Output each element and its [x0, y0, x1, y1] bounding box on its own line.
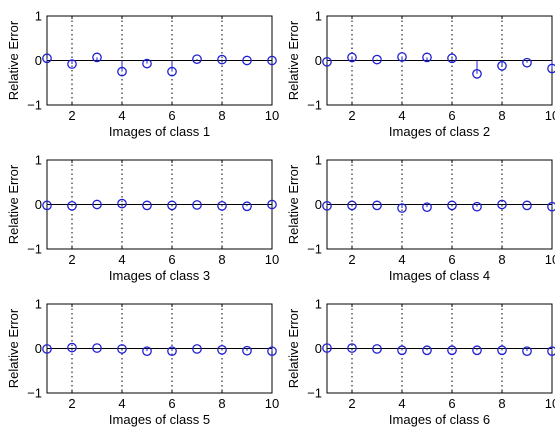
- y-tick-label: −1: [27, 98, 42, 113]
- x-tick-label: 8: [498, 252, 505, 267]
- y-tick-label: 0: [315, 341, 322, 356]
- x-tick-label: 10: [265, 396, 279, 411]
- x-axis-label: Images of class 1: [109, 124, 210, 139]
- subplot-3: 2 4 6 8 10 −1 0 1 Images of class 3 Relative Erro…: [6, 153, 279, 284]
- x-tick-label: 2: [348, 108, 355, 123]
- subplot-4: 2 4 6 8 10 −1 0 1 Images of class 4 Relative Erro…: [286, 153, 555, 284]
- y-tick-label: −1: [307, 242, 322, 257]
- y-axis-label: Relative Error: [6, 164, 21, 244]
- x-axis-label: Images of class 3: [109, 268, 210, 283]
- y-tick-label: 0: [35, 341, 42, 356]
- y-tick-label: 1: [35, 9, 42, 24]
- subplot-5: 2 4 6 8 10 −1 0 1 Images of class 5 Relative Erro…: [6, 297, 279, 428]
- y-tick-label: 1: [35, 153, 42, 168]
- x-tick-label: 6: [448, 396, 455, 411]
- y-tick-label: −1: [307, 386, 322, 401]
- x-tick-label: 6: [168, 396, 175, 411]
- y-tick-label: −1: [27, 386, 42, 401]
- data-point: [548, 203, 555, 211]
- y-tick-label: 0: [35, 53, 42, 68]
- x-tick-label: 2: [68, 108, 75, 123]
- x-tick-label: 10: [265, 108, 279, 123]
- y-tick-label: −1: [27, 242, 42, 257]
- x-axis-label: Images of class 6: [389, 412, 490, 427]
- x-tick-label: 4: [398, 108, 405, 123]
- y-tick-label: −1: [307, 98, 322, 113]
- x-tick-label: 4: [118, 108, 125, 123]
- x-tick-label: 4: [398, 396, 405, 411]
- x-tick-label: 8: [218, 252, 225, 267]
- x-tick-label: 2: [348, 396, 355, 411]
- y-tick-label: 1: [35, 297, 42, 312]
- subplot-2: 2 4 6 8 10 −1 0 1 Images of class 2 Relative Erro…: [286, 9, 555, 140]
- x-tick-label: 8: [498, 396, 505, 411]
- x-tick-label: 10: [545, 252, 555, 267]
- x-tick-label: 4: [398, 252, 405, 267]
- y-tick-label: 1: [315, 297, 322, 312]
- y-tick-label: 0: [35, 197, 42, 212]
- x-axis-label: Images of class 5: [109, 412, 210, 427]
- x-tick-label: 10: [545, 108, 555, 123]
- y-axis-label: Relative Error: [286, 20, 301, 100]
- data-point: [548, 64, 555, 72]
- y-axis-label: Relative Error: [286, 164, 301, 244]
- y-axis-label: Relative Error: [286, 308, 301, 388]
- subplot-6: 2 4 6 8 10 −1 0 1 Images of class 6 Relative Erro…: [286, 297, 555, 428]
- x-tick-label: 6: [448, 252, 455, 267]
- x-tick-label: 10: [545, 396, 555, 411]
- y-axis-label: Relative Error: [6, 308, 21, 388]
- x-tick-label: 6: [168, 252, 175, 267]
- y-tick-label: 1: [315, 153, 322, 168]
- x-tick-label: 2: [348, 252, 355, 267]
- x-axis-label: Images of class 2: [389, 124, 490, 139]
- x-tick-label: 4: [118, 396, 125, 411]
- y-tick-label: 1: [315, 9, 322, 24]
- x-tick-label: 4: [118, 252, 125, 267]
- subplot-1: 2 4 6 8 10 −1 0 1 Images of class 1 Relative Erro…: [6, 9, 279, 140]
- y-tick-label: 0: [315, 197, 322, 212]
- x-tick-label: 8: [498, 108, 505, 123]
- x-tick-label: 2: [68, 252, 75, 267]
- y-axis-label: Relative Error: [6, 20, 21, 100]
- x-tick-label: 6: [448, 108, 455, 123]
- x-tick-label: 10: [265, 252, 279, 267]
- x-tick-label: 8: [218, 108, 225, 123]
- y-tick-label: 0: [315, 53, 322, 68]
- x-tick-label: 8: [218, 396, 225, 411]
- x-tick-label: 6: [168, 108, 175, 123]
- x-tick-label: 2: [68, 396, 75, 411]
- x-axis-label: Images of class 4: [389, 268, 490, 283]
